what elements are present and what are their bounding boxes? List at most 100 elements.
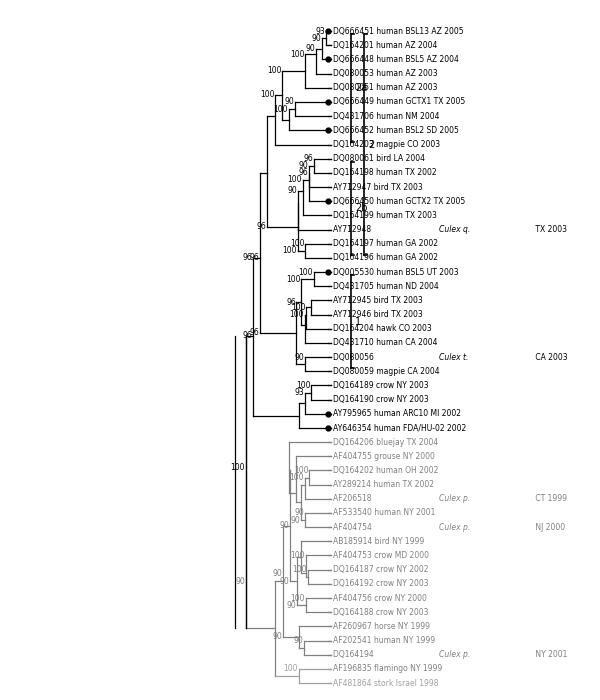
Text: DQ431710 human CA 2004: DQ431710 human CA 2004 bbox=[332, 338, 437, 347]
Text: 100: 100 bbox=[230, 463, 245, 473]
Text: 90: 90 bbox=[273, 569, 283, 578]
Text: NY 2001: NY 2001 bbox=[533, 650, 568, 659]
Text: 2b: 2b bbox=[355, 203, 368, 214]
Text: DQ005530 human BSL5 UT 2003: DQ005530 human BSL5 UT 2003 bbox=[332, 267, 458, 276]
Text: 90: 90 bbox=[279, 522, 289, 530]
Text: DQ164198 human TX 2002: DQ164198 human TX 2002 bbox=[332, 168, 436, 177]
Text: DQ666449 human GCTX1 TX 2005: DQ666449 human GCTX1 TX 2005 bbox=[332, 97, 465, 106]
Text: DQ080056: DQ080056 bbox=[332, 353, 376, 362]
Text: DQ431706 human NM 2004: DQ431706 human NM 2004 bbox=[332, 112, 439, 120]
Text: Culex p.: Culex p. bbox=[439, 494, 470, 503]
Text: 96: 96 bbox=[304, 154, 314, 163]
Text: DQ164188 crow NY 2003: DQ164188 crow NY 2003 bbox=[332, 608, 428, 617]
Text: AF196835 flamingo NY 1999: AF196835 flamingo NY 1999 bbox=[332, 664, 442, 673]
Text: AF404755 grouse NY 2000: AF404755 grouse NY 2000 bbox=[332, 452, 434, 461]
Text: Culex p.: Culex p. bbox=[439, 523, 470, 532]
Text: 96: 96 bbox=[242, 253, 252, 262]
Text: DQ164190 crow NY 2003: DQ164190 crow NY 2003 bbox=[332, 395, 428, 404]
Text: AY646354 human FDA/HU-02 2002: AY646354 human FDA/HU-02 2002 bbox=[332, 424, 466, 433]
Text: AF206518: AF206518 bbox=[332, 494, 373, 503]
Text: 100: 100 bbox=[289, 310, 304, 319]
Text: DQ666450 human GCTX2 TX 2005: DQ666450 human GCTX2 TX 2005 bbox=[332, 197, 465, 206]
Text: AF260967 horse NY 1999: AF260967 horse NY 1999 bbox=[332, 622, 430, 631]
Text: 100: 100 bbox=[291, 303, 306, 312]
Text: 100: 100 bbox=[283, 246, 297, 256]
Text: 100: 100 bbox=[290, 239, 305, 248]
Text: AF404754: AF404754 bbox=[332, 523, 374, 532]
Text: Culex t.: Culex t. bbox=[439, 353, 468, 362]
Text: 96: 96 bbox=[286, 298, 296, 307]
Text: AY712946 bird TX 2003: AY712946 bird TX 2003 bbox=[332, 310, 422, 319]
Text: DQ666448 human BSL5 AZ 2004: DQ666448 human BSL5 AZ 2004 bbox=[332, 55, 458, 64]
Text: 90: 90 bbox=[298, 161, 308, 170]
Text: 100: 100 bbox=[290, 551, 305, 560]
Text: 100: 100 bbox=[290, 594, 305, 603]
Text: 90: 90 bbox=[287, 186, 297, 195]
Text: 90: 90 bbox=[273, 633, 283, 641]
Text: DQ164203 magpie CO 2003: DQ164203 magpie CO 2003 bbox=[332, 140, 440, 149]
Text: 100: 100 bbox=[294, 466, 308, 475]
Text: 100: 100 bbox=[296, 381, 310, 390]
Text: 96: 96 bbox=[250, 328, 259, 337]
Text: AY289214 human TX 2002: AY289214 human TX 2002 bbox=[332, 480, 434, 489]
Text: DQ080059 magpie CA 2004: DQ080059 magpie CA 2004 bbox=[332, 367, 439, 376]
Text: 90: 90 bbox=[293, 636, 303, 645]
Text: DQ164201 human AZ 2004: DQ164201 human AZ 2004 bbox=[332, 41, 437, 50]
Text: DQ164202 human OH 2002: DQ164202 human OH 2002 bbox=[332, 466, 438, 475]
Text: 90: 90 bbox=[284, 97, 294, 106]
Text: 100: 100 bbox=[292, 565, 307, 574]
Text: 90: 90 bbox=[311, 34, 321, 43]
Text: AF481864 stork Israel 1998: AF481864 stork Israel 1998 bbox=[332, 678, 438, 687]
Text: DQ431705 human ND 2004: DQ431705 human ND 2004 bbox=[332, 281, 439, 290]
Text: 90: 90 bbox=[279, 577, 289, 585]
Text: AF404756 crow NY 2000: AF404756 crow NY 2000 bbox=[332, 594, 427, 603]
Text: 90: 90 bbox=[235, 577, 245, 585]
Text: DQ164197 human GA 2002: DQ164197 human GA 2002 bbox=[332, 239, 437, 248]
Text: 100: 100 bbox=[298, 267, 313, 276]
Text: 96: 96 bbox=[257, 222, 266, 231]
Text: AY712945 bird TX 2003: AY712945 bird TX 2003 bbox=[332, 296, 422, 305]
Text: DQ666452 human BSL2 SD 2005: DQ666452 human BSL2 SD 2005 bbox=[332, 126, 458, 135]
Text: DQ080061 bird LA 2004: DQ080061 bird LA 2004 bbox=[332, 154, 425, 163]
Text: 2: 2 bbox=[368, 139, 374, 150]
Text: 100: 100 bbox=[290, 50, 305, 59]
Text: 90: 90 bbox=[295, 508, 305, 517]
Text: NJ 2000: NJ 2000 bbox=[533, 523, 565, 532]
Text: DQ164196 human GA 2002: DQ164196 human GA 2002 bbox=[332, 253, 437, 262]
Text: DQ164194: DQ164194 bbox=[332, 650, 376, 659]
Text: AF533540 human NY 2001: AF533540 human NY 2001 bbox=[332, 508, 435, 517]
Text: Culex q.: Culex q. bbox=[439, 225, 470, 234]
Text: Culex p.: Culex p. bbox=[439, 650, 470, 659]
Text: AF404753 crow MD 2000: AF404753 crow MD 2000 bbox=[332, 551, 428, 560]
Text: AY795965 human ARC10 MI 2002: AY795965 human ARC10 MI 2002 bbox=[332, 410, 461, 419]
Text: 93: 93 bbox=[316, 27, 325, 36]
Text: DQ164192 crow NY 2003: DQ164192 crow NY 2003 bbox=[332, 580, 428, 588]
Text: 96: 96 bbox=[250, 253, 259, 262]
Text: 96: 96 bbox=[242, 331, 252, 340]
Text: AF202541 human NY 1999: AF202541 human NY 1999 bbox=[332, 636, 434, 645]
Text: AB185914 bird NY 1999: AB185914 bird NY 1999 bbox=[332, 537, 424, 546]
Text: DQ666451 human BSL13 AZ 2005: DQ666451 human BSL13 AZ 2005 bbox=[332, 27, 463, 36]
Text: 2a: 2a bbox=[355, 83, 368, 93]
Text: CA 2003: CA 2003 bbox=[533, 353, 568, 362]
Text: AY712947 bird TX 2003: AY712947 bird TX 2003 bbox=[332, 183, 422, 192]
Text: DQ164187 crow NY 2002: DQ164187 crow NY 2002 bbox=[332, 565, 428, 574]
Text: DQ164204 hawk CO 2003: DQ164204 hawk CO 2003 bbox=[332, 324, 431, 333]
Text: 100: 100 bbox=[287, 176, 302, 184]
Text: 100: 100 bbox=[283, 664, 298, 673]
Text: 100: 100 bbox=[289, 473, 304, 482]
Text: DQ164199 human TX 2003: DQ164199 human TX 2003 bbox=[332, 211, 436, 220]
Text: AY712948: AY712948 bbox=[332, 225, 373, 234]
Text: 93: 93 bbox=[295, 388, 305, 397]
Text: DQ164189 crow NY 2003: DQ164189 crow NY 2003 bbox=[332, 381, 428, 390]
Text: 90: 90 bbox=[286, 601, 296, 610]
Text: DQ080053 human AZ 2003: DQ080053 human AZ 2003 bbox=[332, 69, 437, 78]
Text: 90: 90 bbox=[305, 44, 315, 53]
Text: 100: 100 bbox=[260, 90, 274, 99]
Text: 100: 100 bbox=[274, 104, 288, 113]
Text: 100: 100 bbox=[286, 274, 301, 284]
Text: 90: 90 bbox=[290, 516, 301, 524]
Text: 96: 96 bbox=[298, 168, 308, 177]
Text: TX 2003: TX 2003 bbox=[533, 225, 567, 234]
Text: DQ080051 human AZ 2003: DQ080051 human AZ 2003 bbox=[332, 83, 437, 92]
